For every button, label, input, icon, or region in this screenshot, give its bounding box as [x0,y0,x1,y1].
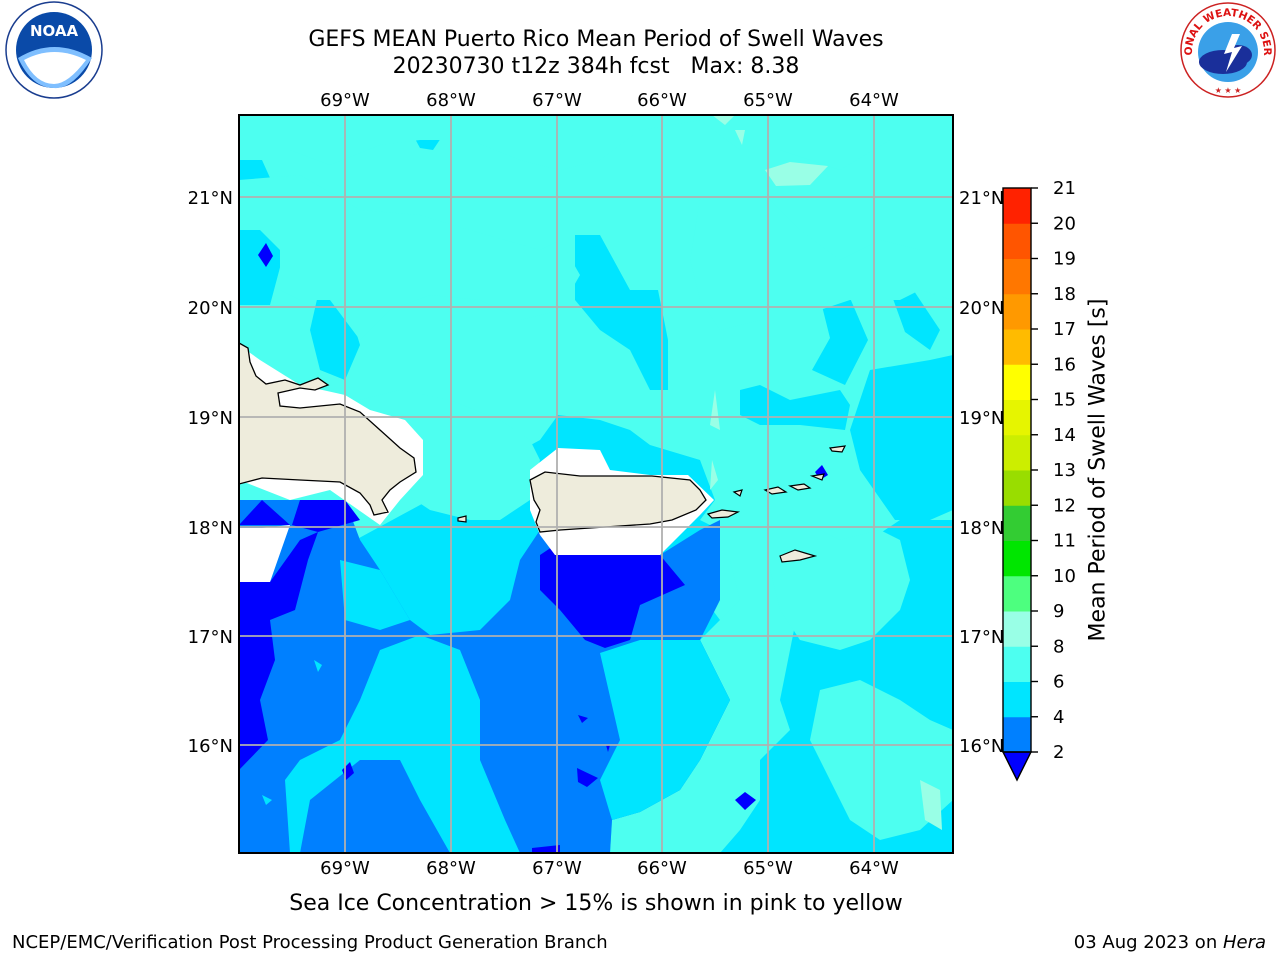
colorbar-bin [1003,188,1031,224]
map-title: GEFS MEAN Puerto Rico Mean Period of Swe… [308,27,884,52]
lat-label-right: 21°N [959,188,1004,209]
noaa-logo: NOAA [5,1,103,99]
lat-labels-right: 21°N 20°N 19°N 18°N 17°N 16°N [959,188,1004,757]
colorbar-tick-label: 2 [1053,742,1064,763]
map-gridlines [239,115,953,853]
colorbar-bin [1003,399,1031,436]
lon-label-top: 67°W [532,90,582,111]
colorbar-bin [1003,540,1031,577]
lon-label-bottom: 69°W [320,858,370,879]
swell-field-8-9s [710,115,942,830]
nws-logo: NATIONAL WEATHER SERVICE ★ ★ ★ [1178,0,1276,98]
map-frame [238,114,954,854]
colorbar-tick-label: 17 [1053,319,1076,340]
lon-label-bottom: 64°W [849,858,899,879]
colorbar-bin [1003,575,1031,612]
colorbar-tick-label: 11 [1053,531,1076,552]
lon-labels-bottom: 69°W 68°W 67°W 66°W 65°W 64°W [320,858,899,879]
lon-label-bottom: 67°W [532,858,582,879]
lat-label-left: 16°N [188,736,233,757]
lon-label-bottom: 66°W [637,858,687,879]
colorbar-bin [1003,611,1031,647]
lat-label-left: 21°N [188,188,233,209]
lat-label-right: 17°N [959,627,1004,648]
lat-labels-left: 21°N 20°N 19°N 18°N 17°N 16°N [188,188,233,757]
colorbar-bin [1003,505,1031,541]
lat-label-right: 20°N [959,298,1004,319]
map-subtitle: 20230730 t12z 384h fcst Max: 8.38 [392,54,800,79]
colorbar-tick-label: 16 [1053,354,1076,375]
colorbar-tick-label: 8 [1053,636,1064,657]
colorbar-tick-label: 21 [1053,178,1076,199]
lat-label-right: 18°N [959,518,1004,539]
colorbar-bin [1003,681,1031,718]
colorbar-tick-label: 18 [1053,284,1076,305]
colorbar-tick-label: 9 [1053,601,1064,622]
colorbar-bin [1003,364,1031,400]
colorbar-bin [1003,470,1031,506]
colorbar: 2 4 6 8 9 10 11 12 13 14 15 16 17 18 19 20 21 [1001,178,1076,782]
colorbar-under-arrow [1003,752,1031,780]
lat-label-left: 18°N [188,518,233,539]
lon-label-top: 64°W [849,90,899,111]
colorbar-bin [1003,646,1031,682]
run-date: 03 Aug 2023 on [1073,932,1223,953]
lon-label-top: 69°W [320,90,370,111]
colorbar-tick-label: 12 [1053,495,1076,516]
colorbar-tick-label: 19 [1053,249,1076,270]
hispaniola-land [239,342,417,516]
colorbar-tick-label: 6 [1053,672,1064,693]
colorbar-bin [1003,223,1031,259]
colorbar-tick-label: 20 [1053,213,1076,234]
lat-label-left: 19°N [188,408,233,429]
lon-label-top: 66°W [637,90,687,111]
noaa-logo-text: NOAA [30,22,79,40]
swell-field-4-6s-south [262,560,730,853]
run-date-credit: 03 Aug 2023 on Hera [1074,932,1266,953]
lon-labels-top: 69°W 68°W 67°W 66°W 65°W 64°W [320,90,899,111]
producer-credit: NCEP/EMC/Verification Post Processing Pr… [12,932,608,953]
virgin-islands-land [457,445,847,563]
lat-label-right: 16°N [959,736,1004,757]
lat-label-right: 19°N [959,408,1004,429]
lon-label-top: 65°W [743,90,793,111]
swell-field-under-2s [239,243,828,853]
colorbar-bin [1003,716,1031,753]
colorbar-tick-label: 15 [1053,390,1076,411]
colorbar-tick-label: 10 [1053,566,1076,587]
lon-label-top: 68°W [426,90,476,111]
sea-ice-footnote: Sea Ice Concentration > 15% is shown in … [289,891,903,916]
colorbar-bin [1003,329,1031,365]
svg-text:★ ★ ★: ★ ★ ★ [1215,86,1242,95]
colorbar-tick-label: 4 [1053,707,1064,728]
host-name: Hera [1222,932,1266,953]
colorbar-bin [1003,293,1031,330]
colorbar-bin [1003,434,1031,471]
lon-label-bottom: 65°W [743,858,793,879]
lon-label-bottom: 68°W [426,858,476,879]
lat-label-left: 20°N [188,298,233,319]
swell-period-map [239,115,953,853]
colorbar-bin [1003,258,1031,295]
colorbar-tick-label: 14 [1053,425,1076,446]
colorbar-tick-label: 13 [1053,460,1076,481]
lat-label-left: 17°N [188,627,233,648]
